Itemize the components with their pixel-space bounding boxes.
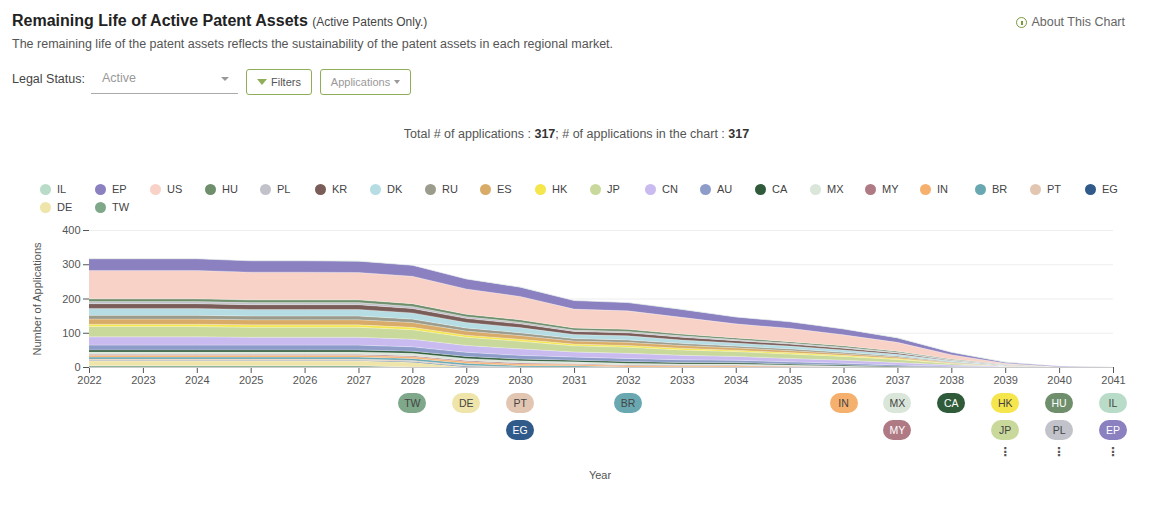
html-text:IL: IL: [1108, 397, 1118, 409]
svg-text:Number of Applications: Number of Applications: [31, 242, 43, 356]
svg-text:2027: 2027: [347, 374, 371, 386]
html-text:AU: AU: [717, 183, 733, 195]
svg-text:2031: 2031: [562, 374, 586, 386]
html-text:Active: Active: [102, 71, 136, 85]
svg-text:2029: 2029: [455, 374, 479, 386]
html-text:HU: HU: [1051, 397, 1067, 409]
html-text:JP: JP: [607, 183, 620, 195]
html-text:KR: KR: [332, 183, 348, 195]
html-text:CA: CA: [944, 397, 959, 409]
html-text:HU: HU: [222, 183, 238, 195]
svg-text:2025: 2025: [239, 374, 263, 386]
svg-text:0: 0: [74, 361, 80, 373]
html-text:DK: DK: [387, 183, 403, 195]
svg-text:2037: 2037: [886, 374, 910, 386]
html-text:BR: BR: [992, 183, 1008, 195]
html-text:EG: EG: [512, 424, 528, 436]
html-text:CA: CA: [772, 183, 788, 195]
svg-text:2022: 2022: [77, 374, 101, 386]
html-text:DE: DE: [57, 201, 73, 213]
svg-text:2030: 2030: [508, 374, 532, 386]
html-text:IL: IL: [57, 183, 67, 195]
svg-text:2039: 2039: [993, 374, 1017, 386]
html-text:Total # of applications : 317;: Total # of applications : 317; # of appl…: [403, 127, 750, 141]
svg-text:2024: 2024: [185, 374, 209, 386]
html-text:Applications: Applications: [330, 76, 391, 88]
html-text:HK: HK: [997, 397, 1013, 409]
html-text:Remaining Life of Active Paten: Remaining Life of Active Patent Assets(A…: [12, 12, 428, 29]
html-text:US: US: [167, 183, 183, 195]
svg-text:2023: 2023: [131, 374, 155, 386]
html-text:IN: IN: [937, 183, 948, 195]
svg-text:300: 300: [62, 258, 80, 270]
svg-text:2034: 2034: [724, 374, 748, 386]
svg-text:2026: 2026: [293, 374, 317, 386]
svg-text:2035: 2035: [778, 374, 802, 386]
html-text:MY: MY: [882, 183, 899, 195]
html-text:MX: MX: [827, 183, 844, 195]
html-text:MX: MX: [889, 397, 906, 409]
svg-text:400: 400: [62, 224, 80, 236]
svg-text:2032: 2032: [616, 374, 640, 386]
html-text:PL: PL: [277, 183, 291, 195]
svg-text:100: 100: [62, 327, 80, 339]
html-text:Year: Year: [588, 469, 612, 481]
html-text:EG: EG: [1102, 183, 1118, 195]
html-text:HK: HK: [552, 183, 568, 195]
html-text:EP: EP: [112, 183, 127, 195]
html-text:RU: RU: [442, 183, 458, 195]
html-text:EP: EP: [1106, 424, 1120, 436]
svg-text:2028: 2028: [401, 374, 425, 386]
svg-text:2033: 2033: [670, 374, 694, 386]
html-text:TW: TW: [404, 397, 421, 409]
html-text:JP: JP: [999, 424, 1012, 436]
svg-text:2040: 2040: [1047, 374, 1071, 386]
html-text:CN: CN: [662, 183, 678, 195]
html-text:Legal Status:: Legal Status:: [12, 72, 85, 86]
svg-text:2041: 2041: [1101, 374, 1125, 386]
svg-text:200: 200: [62, 293, 80, 305]
svg-text:2036: 2036: [832, 374, 856, 386]
html-text:PT: PT: [513, 397, 527, 409]
html-text:TW: TW: [112, 201, 130, 213]
html-text:Filters: Filters: [271, 76, 301, 88]
html-text:IN: IN: [838, 397, 849, 409]
html-text:DE: DE: [459, 397, 474, 409]
html-text:About This Chart: About This Chart: [1031, 15, 1125, 29]
html-text:ES: ES: [497, 183, 512, 195]
svg-text:2038: 2038: [940, 374, 964, 386]
html-text:PL: PL: [1052, 424, 1066, 436]
html-text:PT: PT: [1047, 183, 1062, 195]
html-text:BR: BR: [620, 397, 636, 409]
html-text:MY: MY: [889, 424, 906, 436]
html-text:The remaining life of the pate: The remaining life of the patent assets …: [12, 37, 613, 51]
